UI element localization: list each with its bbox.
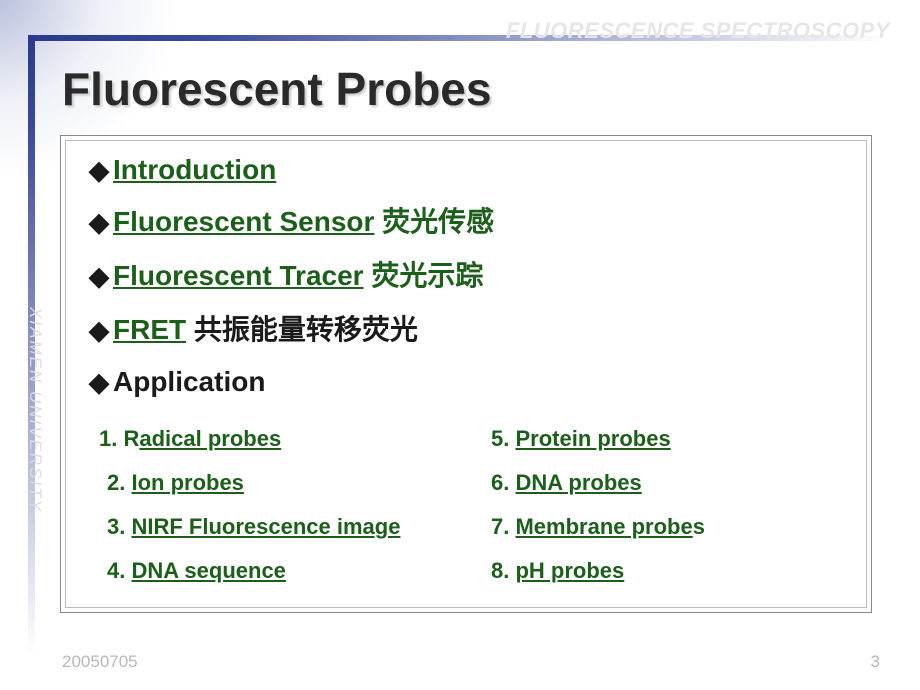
suffix-tracer: 荧光示踪 xyxy=(364,260,484,291)
num-4: 4. xyxy=(107,558,131,583)
num-2: 2. xyxy=(107,470,131,495)
link-membrane[interactable]: Membrane probe xyxy=(515,514,692,539)
diamond-icon: ◆ xyxy=(89,367,109,397)
app-nirf: 3. NIRF Fluorescence image xyxy=(107,514,400,540)
diamond-icon: ◆ xyxy=(89,261,109,291)
num-8: 8. xyxy=(491,558,515,583)
link-tracer[interactable]: Fluorescent Tracer xyxy=(113,260,364,291)
num-7: 7. xyxy=(491,514,515,539)
main-bullet-list: ◆Introduction ◆Fluorescent Sensor 荧光传感 ◆… xyxy=(89,154,494,412)
link-introduction[interactable]: Introduction xyxy=(113,154,276,185)
suffix-fret: 共振能量转移荧光 xyxy=(186,314,418,345)
suffix-membrane: s xyxy=(693,514,705,539)
app-dna: 6. DNA probes xyxy=(491,470,705,496)
suffix-sensor: 荧光传感 xyxy=(374,206,494,237)
num-1: 1. R xyxy=(99,426,139,451)
link-ph[interactable]: pH probes xyxy=(515,558,624,583)
link-ion[interactable]: Ion probes xyxy=(131,470,243,495)
link-sensor[interactable]: Fluorescent Sensor xyxy=(113,206,374,237)
app-protein: 5. Protein probes xyxy=(491,426,705,452)
num-3: 3. xyxy=(107,514,131,539)
watermark-top: FLUORESCENCE SPECTROSCOPY xyxy=(506,18,890,44)
application-list-right: 5. Protein probes 6. DNA probes 7. Membr… xyxy=(491,426,705,602)
link-radical[interactable]: adical probes xyxy=(139,426,281,451)
content-frame: ◆Introduction ◆Fluorescent Sensor 荧光传感 ◆… xyxy=(60,135,872,613)
num-5: 5. xyxy=(491,426,515,451)
bullet-sensor: ◆Fluorescent Sensor 荧光传感 xyxy=(89,200,494,240)
footer-date: 20050705 xyxy=(62,652,138,672)
bullet-tracer: ◆Fluorescent Tracer 荧光示踪 xyxy=(89,254,494,294)
app-membrane: 7. Membrane probes xyxy=(491,514,705,540)
bullet-application: ◆Application xyxy=(89,366,494,398)
link-protein[interactable]: Protein probes xyxy=(515,426,670,451)
diamond-icon: ◆ xyxy=(89,315,109,345)
link-dnaseq[interactable]: DNA sequence xyxy=(131,558,285,583)
num-6: 6. xyxy=(491,470,515,495)
application-list-left: 1. Radical probes 2. Ion probes 3. NIRF … xyxy=(99,426,400,602)
app-ion: 2. Ion probes xyxy=(107,470,400,496)
link-fret[interactable]: FRET xyxy=(113,314,186,345)
bullet-fret: ◆FRET 共振能量转移荧光 xyxy=(89,308,494,348)
bullet-introduction: ◆Introduction xyxy=(89,154,494,186)
label-application: Application xyxy=(113,366,265,397)
link-nirf[interactable]: NIRF Fluorescence image xyxy=(131,514,400,539)
diamond-icon: ◆ xyxy=(89,155,109,185)
slide-title: Fluorescent Probes xyxy=(62,62,491,116)
app-ph: 8. pH probes xyxy=(491,558,705,584)
app-radical: 1. Radical probes xyxy=(99,426,400,452)
watermark-left: XIAMEN UNIVERSITY xyxy=(25,307,45,513)
diamond-icon: ◆ xyxy=(89,207,109,237)
app-dnaseq: 4. DNA sequence xyxy=(107,558,400,584)
footer-page-number: 3 xyxy=(871,652,880,672)
link-dna[interactable]: DNA probes xyxy=(515,470,641,495)
